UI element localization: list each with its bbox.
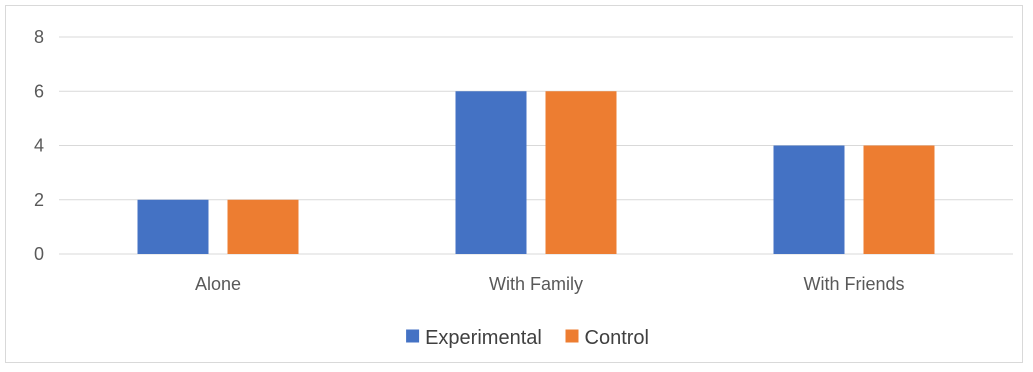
bar-experimental-with-family: [455, 91, 527, 254]
x-category-label: With Friends: [803, 274, 904, 294]
legend-swatch-control: [565, 329, 579, 343]
bar-control-alone: [227, 199, 299, 254]
y-tick-label: 2: [34, 190, 44, 210]
bar-experimental-with-friends: [773, 145, 845, 254]
legend: Experimental Control: [406, 327, 649, 349]
x-axis: Alone With Family With Friends: [195, 274, 905, 294]
bar-control-with-family: [545, 91, 617, 254]
y-tick-label: 6: [34, 81, 44, 101]
y-axis: 0 2 4 6 8: [34, 27, 44, 264]
bar-control-with-friends: [863, 145, 935, 254]
legend-label-experimental: Experimental: [425, 327, 542, 349]
legend-label-control: Control: [585, 327, 649, 349]
y-tick-label: 0: [34, 244, 44, 264]
y-tick-label: 4: [34, 136, 44, 156]
x-category-label: With Family: [489, 274, 583, 294]
y-tick-label: 8: [34, 27, 44, 47]
bar-experimental-alone: [137, 199, 209, 254]
x-category-label: Alone: [195, 274, 241, 294]
bars: [137, 91, 935, 254]
legend-swatch-experimental: [406, 329, 420, 343]
gridlines: [59, 36, 1013, 255]
